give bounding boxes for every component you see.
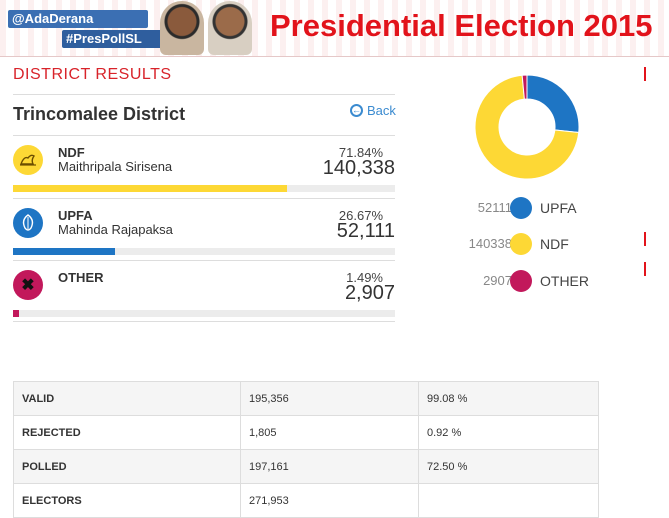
row-value: 195,356: [240, 381, 419, 416]
turnout-table: VALID 195,356 99.08 % REJECTED 1,805 0.9…: [13, 381, 599, 518]
row-label: POLLED: [13, 449, 241, 484]
candidate-row-ndf: NDF Maithripala Sirisena 71.84% 140,338: [13, 137, 395, 199]
row-percent: 72.50 %: [418, 449, 599, 484]
table-row: VALID 195,356 99.08 %: [13, 381, 599, 416]
legend-label: UPFA: [540, 200, 577, 216]
row-percent: 99.08 %: [418, 381, 599, 416]
vote-percent: 1.49%: [346, 270, 383, 285]
donut-slice-ndf[interactable]: [474, 74, 580, 180]
legend-swatch: [510, 197, 532, 219]
candidate-row-other: ✖ OTHER 1.49% 2,907: [13, 262, 395, 324]
row-label: ELECTORS: [13, 483, 241, 518]
offscreen-marker: [644, 67, 646, 81]
candidate-row-upfa: UPFA Mahinda Rajapaksa 26.67% 52,111: [13, 200, 395, 262]
legend-item-other: 2907 OTHER: [440, 270, 620, 294]
donut-slice-upfa[interactable]: [526, 74, 580, 134]
row-percent: 0.92 %: [418, 415, 599, 450]
table-row: POLLED 197,161 72.50 %: [13, 449, 599, 484]
row-percent: [418, 483, 599, 518]
donut-slice-other[interactable]: [521, 74, 528, 100]
vote-donut-chart: [474, 74, 580, 180]
row-value: 1,805: [240, 415, 419, 450]
row-value: 197,161: [240, 449, 419, 484]
banner-divider: [0, 56, 669, 57]
legend-item-upfa: 52111 UPFA: [440, 197, 620, 221]
table-row: REJECTED 1,805 0.92 %: [13, 415, 599, 450]
vote-percent: 71.84%: [338, 145, 383, 160]
vote-share-fill: [13, 310, 19, 317]
vote-share-bar: [13, 310, 395, 317]
district-title: Trincomalee District: [13, 104, 186, 124]
divider: [13, 260, 395, 261]
row-label: REJECTED: [13, 415, 241, 450]
row-label: VALID: [13, 381, 241, 416]
vote-share-bar: [13, 185, 395, 192]
candidate-name: Maithripala Sirisena: [58, 159, 173, 174]
legend-swatch: [510, 270, 532, 292]
party-name: OTHER: [58, 270, 104, 285]
party-name: NDF: [58, 145, 85, 160]
candidate-name: Mahinda Rajapaksa: [58, 222, 173, 237]
divider: [13, 94, 395, 95]
candidate-portrait-1: [160, 1, 204, 55]
vote-percent: 26.67%: [338, 208, 383, 223]
party-name: UPFA: [58, 208, 93, 223]
back-button[interactable]: ← Back: [350, 103, 396, 118]
banner-title: Presidential Election 2015: [270, 8, 653, 43]
divider: [13, 321, 395, 322]
legend-label: OTHER: [540, 273, 589, 289]
offscreen-marker: [644, 232, 646, 246]
offscreen-marker: [644, 262, 646, 276]
swan-icon: [13, 145, 43, 175]
divider: [13, 198, 395, 199]
hashtag[interactable]: #PresPollSL: [62, 30, 162, 48]
twitter-handle[interactable]: @AdaDerana: [8, 10, 148, 28]
vote-count: 2,907: [344, 282, 395, 304]
table-row: ELECTORS 271,953: [13, 483, 599, 518]
section-title: DISTRICT RESULTS: [13, 66, 172, 83]
vote-share-fill: [13, 185, 288, 192]
legend-swatch: [510, 233, 532, 255]
legend-value: 52111: [477, 200, 512, 215]
header-banner: @AdaDerana #PresPollSL Presidential Elec…: [0, 0, 669, 56]
back-arrow-icon: ←: [350, 104, 363, 117]
betel-leaf-icon: [13, 208, 43, 238]
legend-item-ndf: 140338 NDF: [440, 233, 620, 257]
row-value: 271,953: [240, 483, 419, 518]
vote-count: 52,111: [336, 220, 395, 242]
back-label: Back: [367, 103, 396, 118]
cross-icon: ✖: [13, 270, 43, 300]
vote-share-fill: [13, 248, 115, 255]
vote-share-bar: [13, 248, 395, 255]
legend-value: 140338: [468, 236, 512, 251]
legend-value: 2907: [483, 273, 512, 288]
divider: [13, 135, 395, 136]
candidate-portrait-2: [208, 1, 252, 55]
vote-count: 140,338: [322, 157, 395, 179]
legend-label: NDF: [540, 236, 569, 252]
